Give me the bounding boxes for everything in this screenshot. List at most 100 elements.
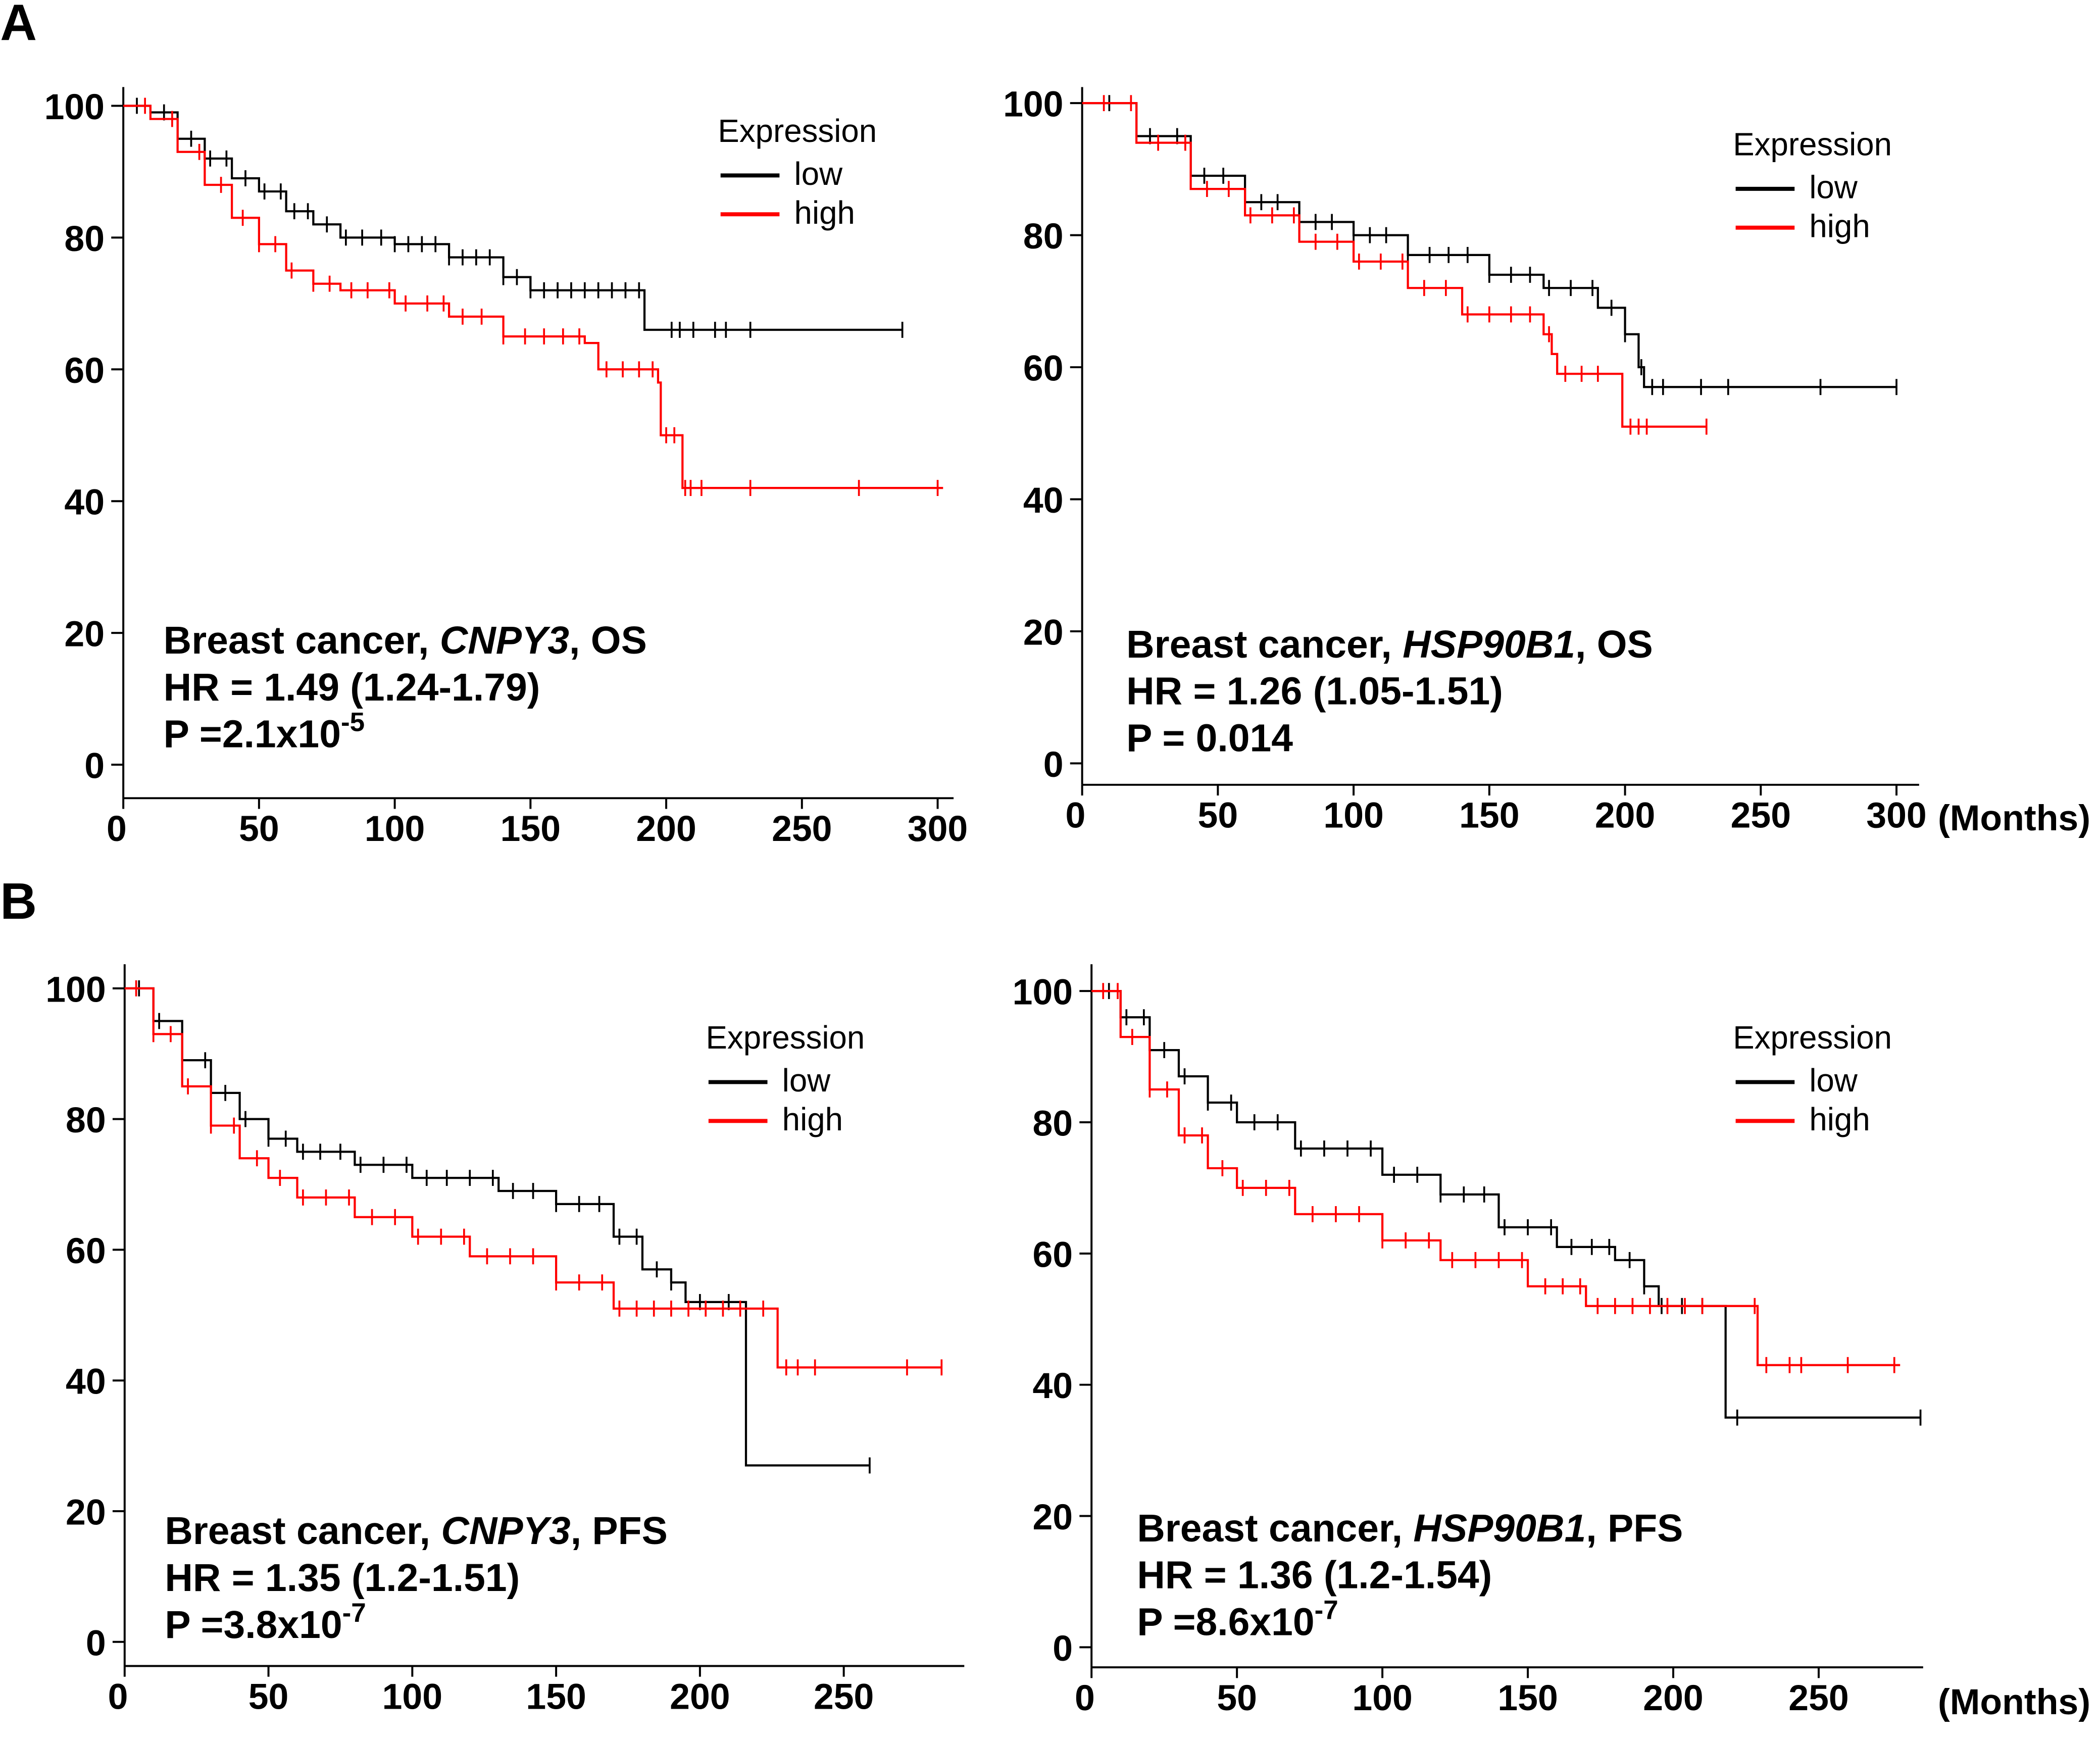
p-value-base: P =2.1x10: [164, 713, 341, 756]
annotation-hr: HR = 1.26 (1.05-1.51): [1126, 670, 1503, 713]
y-tick-label: 20: [64, 614, 105, 655]
y-tick-label: 0: [84, 746, 105, 786]
km-chart-1: 0 20 40 60 80 100 0 50 100 150 200 250 300 Expression…: [44, 87, 968, 849]
y-tick-label: 40: [66, 1362, 106, 1402]
y-tick-label: 40: [1023, 480, 1064, 521]
y-tick-label: 80: [66, 1100, 106, 1140]
x-tick-label: 0: [1065, 795, 1085, 836]
p-value-exponent: -7: [342, 1598, 366, 1628]
x-tick-label: 200: [670, 1676, 730, 1717]
annotation-title: Breast cancer, CNPY3, PFS: [165, 1509, 668, 1553]
km-chart-3: 0 20 40 60 80 100 0 50 100 150 200 250 Expression low…: [45, 964, 965, 1717]
x-tick-label: 50: [1217, 1678, 1257, 1718]
survival-curve-low: [124, 987, 870, 1467]
y-tick-label: 100: [1003, 84, 1063, 125]
x-tick-label: 150: [526, 1676, 586, 1717]
annotation-suffix: , PFS: [1586, 1507, 1683, 1550]
annotation-prefix: Breast cancer,: [164, 619, 440, 662]
survival-curve-high: [1082, 102, 1707, 428]
x-tick-label: 250: [1788, 1678, 1848, 1718]
y-tick-label: 20: [1032, 1497, 1073, 1537]
legend-label-low: low: [1809, 169, 1858, 205]
y-tick-label: 20: [66, 1493, 106, 1533]
x-tick-label: 250: [814, 1676, 874, 1717]
annotation-title: Breast cancer, HSP90B1, OS: [1126, 623, 1653, 666]
annotation-p-value: P = 0.014: [1126, 717, 1293, 760]
y-tick-label: 0: [1053, 1628, 1073, 1669]
x-tick-label: 300: [908, 809, 968, 849]
survival-curve-high: [123, 105, 943, 489]
km-chart-4: 0 20 40 60 80 100 0 50 100 150 200 250 Expression low…: [1013, 964, 1923, 1718]
survival-curve-high: [124, 987, 942, 1369]
x-tick-label: 100: [382, 1676, 442, 1717]
p-value-base: P = 0.014: [1126, 717, 1293, 760]
panel-label-a: A: [0, 0, 37, 52]
x-tick-label: 50: [248, 1676, 289, 1717]
annotation-hr: HR = 1.35 (1.2-1.51): [165, 1556, 520, 1600]
y-tick-label: 80: [1023, 216, 1064, 257]
x-tick-label: 0: [1075, 1678, 1095, 1718]
annotation-gene: HSP90B1: [1403, 623, 1575, 666]
annotation-prefix: Breast cancer,: [1126, 623, 1403, 666]
annotation-suffix: , OS: [1575, 623, 1653, 666]
x-tick-label: 200: [1643, 1678, 1703, 1718]
legend-title: Expression: [718, 113, 877, 149]
y-tick-label: 60: [66, 1231, 106, 1271]
legend-label-low: low: [782, 1063, 831, 1099]
legend-title: Expression: [1733, 1020, 1892, 1056]
legend-label-high: high: [1809, 1102, 1870, 1137]
x-tick-label: 200: [1595, 795, 1655, 836]
y-tick-label: 20: [1023, 612, 1064, 653]
p-value-exponent: -5: [341, 708, 365, 737]
survival-curve-low: [1091, 990, 1921, 1419]
y-tick-label: 40: [64, 482, 105, 523]
annotation-title: Breast cancer, CNPY3, OS: [164, 619, 647, 662]
x-tick-label: 250: [1731, 795, 1791, 836]
annotation-gene: CNPY3: [440, 619, 569, 662]
legend-title: Expression: [1733, 127, 1892, 163]
x-tick-label: 50: [239, 809, 279, 849]
p-value-base: P =8.6x10: [1137, 1601, 1314, 1644]
y-tick-label: 100: [45, 969, 106, 1010]
legend-label-high: high: [794, 195, 855, 231]
x-tick-label: 100: [1352, 1678, 1412, 1718]
y-tick-label: 80: [64, 219, 105, 259]
x-tick-label: 100: [1323, 795, 1383, 836]
annotation-gene: HSP90B1: [1413, 1507, 1586, 1550]
annotation-gene: CNPY3: [441, 1509, 570, 1553]
y-tick-label: 60: [1032, 1234, 1073, 1275]
x-tick-label: 300: [1866, 795, 1926, 836]
p-value-base: P =3.8x10: [165, 1603, 342, 1647]
legend-label-high: high: [782, 1102, 843, 1137]
y-tick-label: 100: [1013, 972, 1073, 1013]
annotation-hr: HR = 1.49 (1.24-1.79): [164, 666, 540, 709]
x-tick-label: 0: [108, 1676, 128, 1717]
legend-label-low: low: [1809, 1063, 1858, 1099]
x-tick-label: 150: [501, 809, 561, 849]
x-tick-label: 200: [636, 809, 696, 849]
y-tick-label: 60: [64, 351, 105, 391]
annotation-suffix: , PFS: [571, 1509, 668, 1553]
x-tick-label: 100: [365, 809, 425, 849]
annotation-p-value: P =3.8x10-7: [165, 1598, 366, 1647]
annotation-prefix: Breast cancer,: [165, 1509, 441, 1553]
annotation-p-value: P =2.1x10-5: [164, 708, 365, 756]
x-unit-label-bottom: (Months): [1938, 1682, 2090, 1722]
x-tick-label: 50: [1198, 795, 1238, 836]
y-tick-label: 60: [1023, 349, 1064, 389]
km-chart-2: 0 20 40 60 80 100 0 50 100 150 200 250 300 Expression…: [1003, 84, 1927, 836]
y-tick-label: 80: [1032, 1104, 1073, 1144]
annotation-title: Breast cancer, HSP90B1, PFS: [1137, 1507, 1683, 1550]
y-tick-label: 100: [44, 87, 105, 127]
panel-label-b: B: [0, 873, 37, 930]
legend-title: Expression: [706, 1020, 865, 1056]
x-tick-label: 150: [1497, 1678, 1558, 1718]
p-value-exponent: -7: [1315, 1596, 1338, 1625]
y-tick-label: 0: [1043, 744, 1064, 785]
annotation-hr: HR = 1.36 (1.2-1.54): [1137, 1554, 1492, 1597]
annotation-prefix: Breast cancer,: [1137, 1507, 1413, 1550]
x-tick-label: 150: [1459, 795, 1519, 836]
legend-label-low: low: [794, 156, 843, 192]
x-tick-label: 250: [772, 809, 832, 849]
